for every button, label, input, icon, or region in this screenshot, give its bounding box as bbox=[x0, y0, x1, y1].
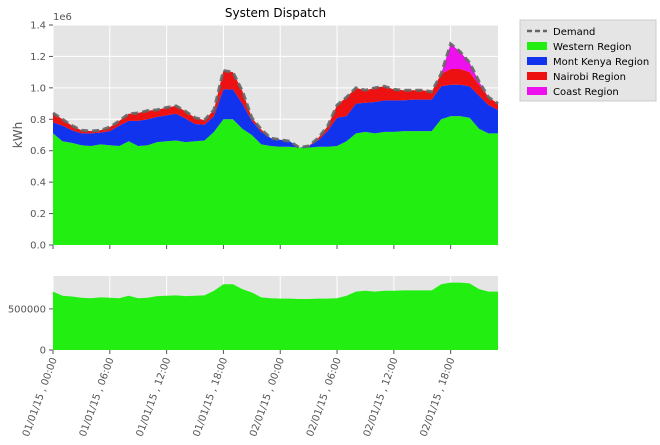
legend-demand-label: Demand bbox=[553, 27, 595, 38]
area-western-region bbox=[53, 116, 498, 246]
bottom-ytick-label: 0 bbox=[40, 346, 46, 357]
legend-nairobi-label: Nairobi Region bbox=[553, 72, 626, 83]
top-ytick-label: 0.6 bbox=[30, 146, 46, 157]
xtick-label: 02/01/15 , 00:00 bbox=[248, 356, 287, 438]
top-ytick-label: 0.4 bbox=[30, 178, 46, 189]
top-ytick-label: 1.0 bbox=[30, 83, 46, 94]
demand-line bbox=[52, 41, 499, 150]
top-y-ticks: 0.0 0.2 0.4 0.6 0.8 1.0 1.2 1.4 bbox=[30, 21, 53, 252]
y-offset-label: 1e6 bbox=[53, 12, 72, 23]
top-ytick-label: 0.2 bbox=[30, 209, 46, 220]
xtick-label: 01/01/15 , 12:00 bbox=[135, 356, 174, 438]
demand-series-line bbox=[52, 41, 499, 150]
xtick-label: 01/01/15 , 18:00 bbox=[191, 356, 230, 438]
xtick-label: 02/01/15 , 06:00 bbox=[305, 356, 344, 438]
top-ytick-label: 1.4 bbox=[30, 21, 46, 32]
bottom-western-area bbox=[53, 282, 498, 350]
top-axes: 0.0 0.2 0.4 0.6 0.8 1.0 1.2 1.4 1e6 kWh bbox=[11, 12, 499, 252]
xtick-label: 01/01/15 , 00:00 bbox=[21, 356, 60, 438]
top-ytick-label: 1.2 bbox=[30, 52, 46, 63]
legend-mont-kenya-label: Mont Kenya Region bbox=[553, 57, 649, 68]
legend-coast-label: Coast Region bbox=[553, 87, 619, 98]
xtick-label: 01/01/15 , 06:00 bbox=[78, 356, 117, 438]
bottom-axes: 0 500000 01/01/15 , 00:00 01/01/15 , 06:00… bbox=[8, 245, 498, 438]
bottom-area-western-region bbox=[53, 282, 498, 350]
xtick-label: 02/01/15 , 18:00 bbox=[419, 356, 458, 438]
legend-coast-swatch bbox=[527, 87, 547, 95]
bottom-ytick-label: 500000 bbox=[8, 304, 46, 315]
legend-western-label: Western Region bbox=[553, 42, 631, 53]
legend-nairobi-swatch bbox=[527, 72, 547, 80]
bottom-y-ticks: 0 500000 bbox=[8, 304, 53, 357]
top-ytick-label: 0.0 bbox=[30, 241, 46, 252]
area-coast-region bbox=[53, 43, 498, 148]
chart-title: System Dispatch bbox=[225, 6, 326, 20]
xtick-label: 02/01/15 , 12:00 bbox=[362, 356, 401, 438]
legend: Demand Western Region Mont Kenya Region … bbox=[519, 19, 657, 102]
top-ytick-label: 0.8 bbox=[30, 115, 46, 126]
legend-mont-kenya-swatch bbox=[527, 57, 547, 65]
y-axis-label: kWh bbox=[11, 122, 25, 148]
legend-western-swatch bbox=[527, 42, 547, 50]
